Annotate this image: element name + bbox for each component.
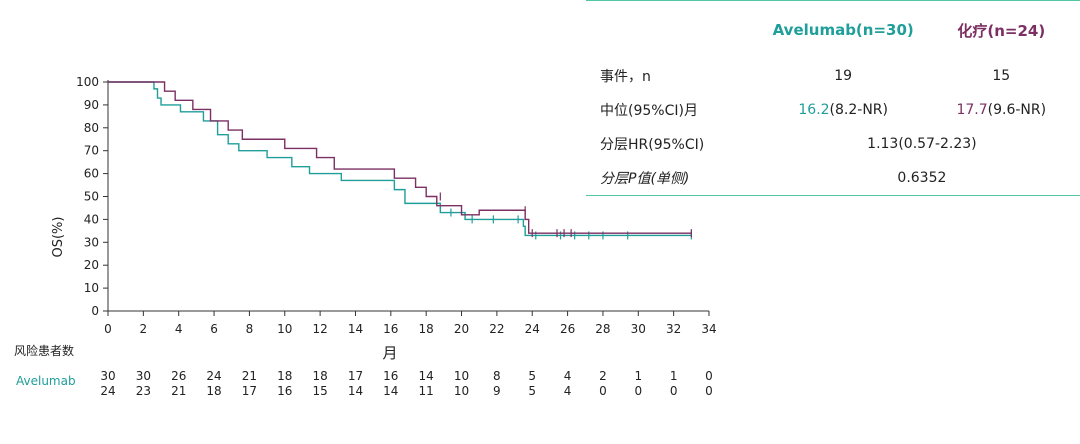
x-tick-label: 8 [246,322,254,336]
cell-chemo-median: 17.7(9.6-NR) [923,93,1080,127]
cell-avelumab-events: 19 [834,68,853,84]
risk-count-avelumab: 5 [528,369,536,383]
risk-count-chemo: 23 [136,384,151,398]
risk-count-avelumab: 1 [670,369,678,383]
x-tick-label: 26 [560,322,575,336]
risk-count-avelumab: 4 [564,369,572,383]
y-tick-label: 70 [84,144,99,158]
x-tick-label: 28 [595,322,610,336]
avelumab-median-ci: (8.2-NR) [829,102,888,118]
risk-count-avelumab: 24 [206,369,221,383]
x-tick-label: 24 [525,322,540,336]
y-tick-label: 100 [76,75,99,89]
risk-count-avelumab: 21 [242,369,257,383]
risk-count-avelumab: 14 [419,369,434,383]
risk-count-avelumab: 16 [383,369,398,383]
risk-count-chemo: 9 [493,384,501,398]
risk-count-chemo: 16 [277,384,292,398]
risk-count-chemo: 24 [100,384,115,398]
row-hr: 分层HR(95%CI) 1.13(0.57-2.23) [586,127,1080,161]
header-avelumab: Avelumab(n=30) [763,0,923,59]
cell-avelumab-median: 16.2(8.2-NR) [764,93,923,127]
y-axis-title: OS(%) [51,217,66,258]
risk-count-avelumab: 0 [705,369,713,383]
summary-table: Avelumab(n=30) 化疗(n=24) 事件，n 19 15 中位(95… [586,0,1080,196]
risk-count-chemo: 11 [419,384,434,398]
y-tick-label: 60 [84,167,99,181]
risk-count-chemo: 0 [670,384,678,398]
km-curve-avelumab [108,81,692,237]
risk-count-chemo: 4 [564,384,572,398]
y-tick-label: 40 [84,212,99,226]
risk-count-chemo: 14 [383,384,398,398]
risk-count-chemo: 0 [705,384,713,398]
y-tick-label: 0 [91,304,99,318]
x-tick-label: 30 [631,322,646,336]
x-tick-label: 0 [104,322,112,336]
y-tick-label: 10 [84,281,99,295]
row-pvalue: 分层P值(单侧) 0.6352 [586,161,1080,196]
summary-header-row: Avelumab(n=30) 化疗(n=24) [586,0,1080,59]
x-tick-label: 16 [383,322,398,336]
chemo-median-ci: (9.6-NR) [987,102,1047,118]
x-tick-label: 18 [419,322,434,336]
risk-count-chemo: 10 [454,384,469,398]
chemo-median-value: 17.7 [956,102,988,118]
row-label: 事件，n [600,69,651,85]
x-axis-title: 月 [382,344,397,362]
risk-count-chemo: 18 [206,384,221,398]
risk-count-avelumab: 8 [493,369,501,383]
risk-count-avelumab: 30 [100,369,115,383]
x-tick-label: 14 [348,322,363,336]
y-tick-label: 20 [84,258,99,272]
risk-count-avelumab: 10 [454,369,469,383]
x-tick-label: 34 [701,322,716,336]
risk-count-avelumab: 17 [348,369,363,383]
risk-count-chemo: 5 [528,384,536,398]
header-chemo: 化疗(n=24) [922,0,1080,59]
risk-count-chemo: 14 [348,384,363,398]
cell-pvalue: 0.6352 [763,161,1080,196]
x-tick-label: 2 [140,322,148,336]
risk-count-chemo: 17 [242,384,257,398]
y-tick-label: 80 [84,121,99,135]
x-tick-label: 10 [277,322,292,336]
x-tick-label: 4 [175,322,183,336]
cell-hr: 1.13(0.57-2.23) [867,136,977,152]
km-curve-chemo [108,81,692,234]
risk-count-avelumab: 2 [599,369,607,383]
risk-count-avelumab: 1 [634,369,642,383]
y-tick-label: 50 [84,190,99,204]
risk-table-title: 风险患者数 [14,343,74,358]
risk-count-avelumab: 26 [171,369,186,383]
risk-table-series-label: Avelumab [16,374,76,388]
y-tick-label: 90 [84,98,99,112]
x-tick-label: 20 [454,322,469,336]
risk-count-avelumab: 18 [277,369,292,383]
cell-chemo-events: 15 [992,68,1011,84]
risk-count-chemo: 21 [171,384,186,398]
y-tick-label: 30 [84,235,99,249]
row-label: 中位(95%CI)月 [600,103,698,119]
summary-header-empty [586,0,764,59]
x-tick-label: 22 [489,322,504,336]
risk-count-chemo: 15 [312,384,327,398]
risk-count-chemo: 0 [634,384,642,398]
x-tick-label: 6 [210,322,218,336]
avelumab-median-value: 16.2 [798,102,830,118]
row-label: 分层P值(单侧) [586,161,764,196]
risk-count-avelumab: 30 [136,369,151,383]
x-tick-label: 12 [312,322,327,336]
row-median: 中位(95%CI)月 16.2(8.2-NR) 17.7(9.6-NR) [586,93,1080,127]
row-label: 分层HR(95%CI) [600,137,705,153]
row-events: 事件，n 19 15 [586,59,1080,93]
x-tick-label: 32 [666,322,681,336]
risk-count-avelumab: 18 [312,369,327,383]
risk-count-chemo: 0 [599,384,607,398]
